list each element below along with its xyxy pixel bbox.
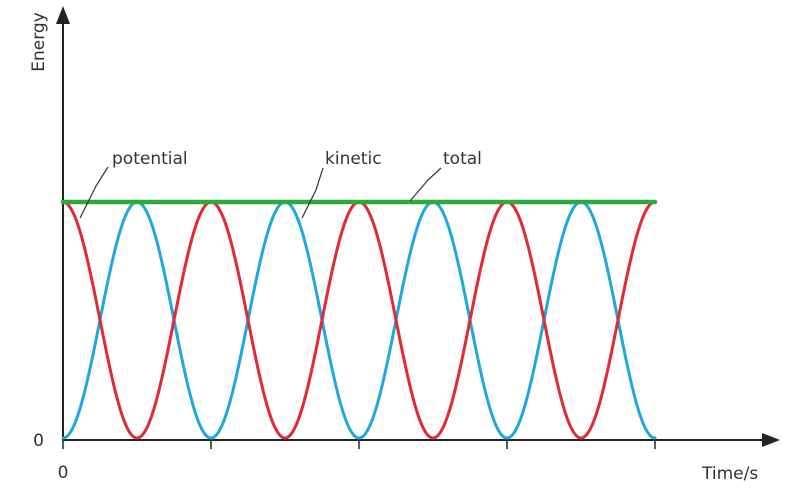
x-tick-marks	[62, 440, 656, 449]
x-axis-label: Time/s	[701, 464, 758, 484]
y-axis-label: Energy	[29, 12, 49, 72]
series-kinetic-line	[61, 200, 657, 440]
axes	[56, 6, 780, 449]
series-lines	[60, 199, 658, 440]
y-tick-label-0: 0	[33, 431, 44, 451]
potential-leader-line	[79, 166, 109, 219]
x-tick-label-0: 0	[58, 463, 69, 483]
kinetic-leader-line	[301, 167, 324, 219]
x-axis-arrow	[762, 433, 780, 447]
annotations: potential kinetic total	[79, 149, 482, 219]
series-potential-line	[61, 200, 657, 440]
annotation-kinetic: kinetic	[325, 149, 382, 169]
total-leader-line	[409, 167, 442, 202]
annotation-potential: potential	[112, 149, 188, 169]
annotation-total: total	[443, 149, 482, 169]
y-axis-arrow	[56, 6, 70, 24]
